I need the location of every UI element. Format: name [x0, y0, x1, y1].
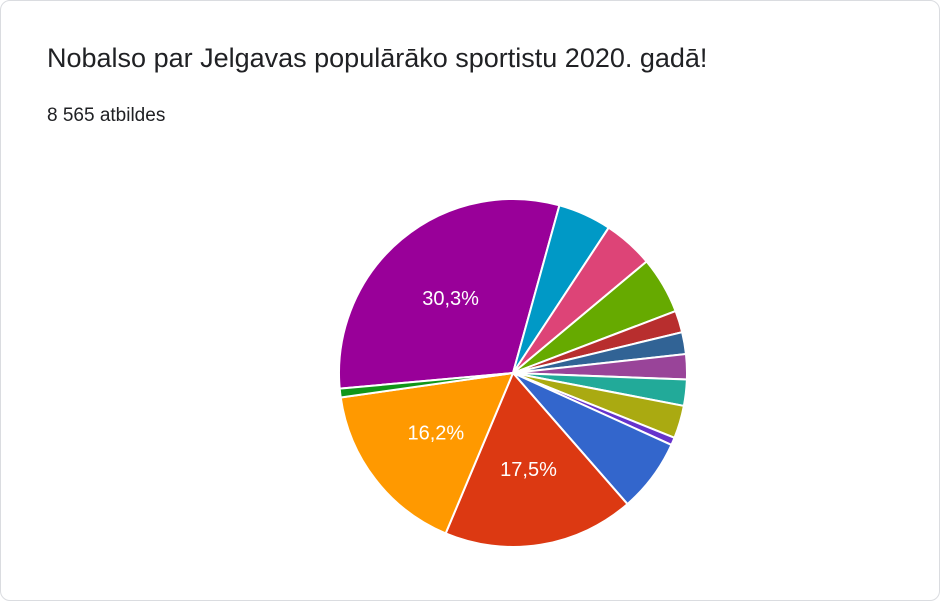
chart-title: Nobalso par Jelgavas populārāko sportist…: [47, 43, 708, 73]
slice-label-1: 30,3%: [422, 288, 479, 310]
pie-slice-12[interactable]: [444, 371, 629, 548]
slice-label-13: 16,2%: [407, 423, 464, 445]
slice-label-12: 17,5%: [500, 459, 557, 481]
response-count: 8 565 atbildes: [47, 105, 166, 126]
pie-slice-13[interactable]: [339, 371, 515, 535]
pie-slice-1[interactable]: [338, 198, 561, 390]
pie-slice-14[interactable]: [338, 372, 514, 399]
